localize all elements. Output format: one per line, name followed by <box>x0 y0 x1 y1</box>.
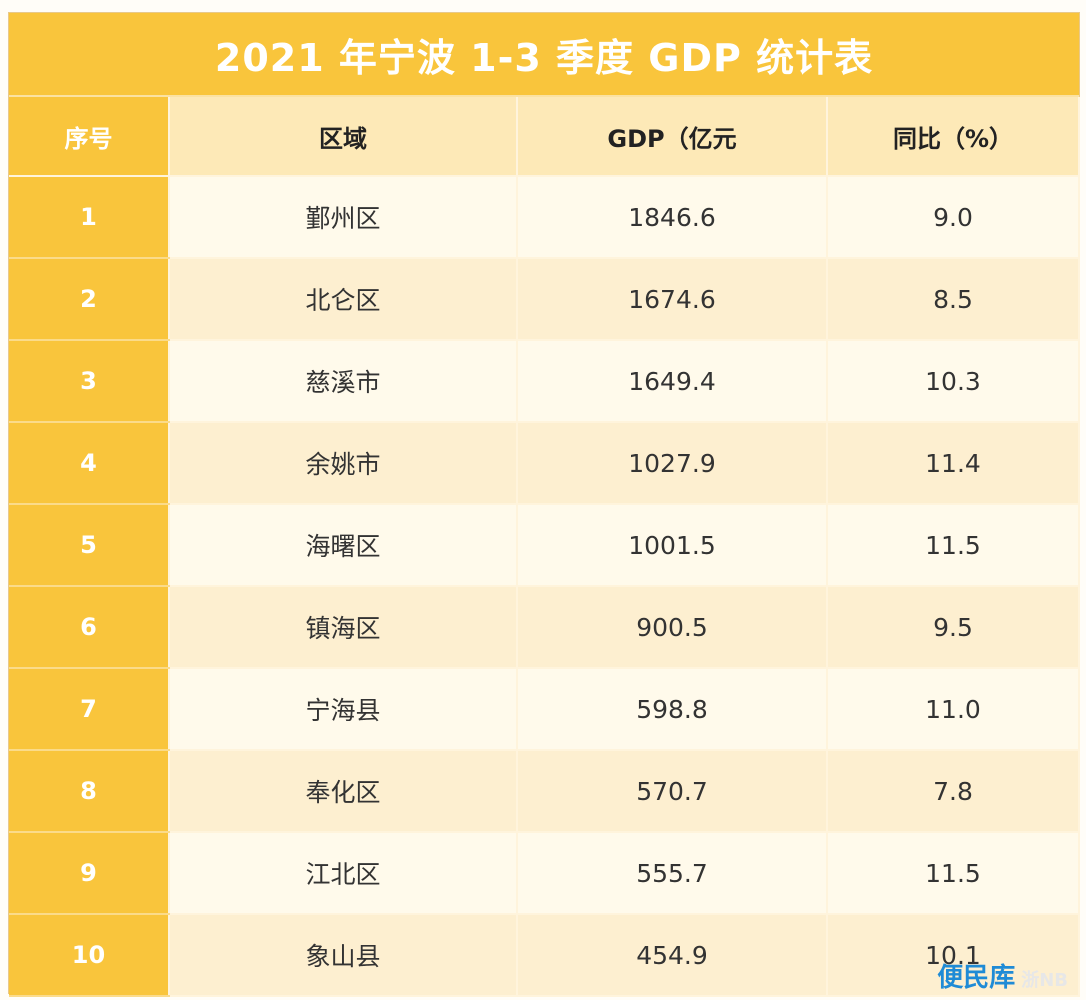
row-gdp: 454.9 <box>517 914 828 997</box>
row-yoy: 9.5 <box>827 586 1080 669</box>
row-yoy: 11.5 <box>827 832 1080 915</box>
gdp-table-container: 2021 年宁波 1-3 季度 GDP 统计表 序号 区域 GDP（亿元 同比（… <box>8 12 1080 997</box>
table-row: 1 鄞州区 1846.6 9.0 <box>9 176 1080 259</box>
table-row: 2 北仑区 1674.6 8.5 <box>9 258 1080 341</box>
header-index: 序号 <box>9 97 170 177</box>
row-gdp: 900.5 <box>517 586 828 669</box>
row-gdp: 1001.5 <box>517 504 828 587</box>
header-gdp: GDP（亿元 <box>517 97 828 177</box>
table-body: 1 鄞州区 1846.6 9.0 2 北仑区 1674.6 8.5 3 慈溪市 1649.4 10.3… <box>9 176 1080 997</box>
row-region: 奉化区 <box>169 750 518 833</box>
row-region: 江北区 <box>169 832 518 915</box>
row-region: 象山县 <box>169 914 518 997</box>
row-yoy: 8.5 <box>827 258 1080 341</box>
row-index: 9 <box>9 832 170 915</box>
row-index: 3 <box>9 340 170 423</box>
row-gdp: 555.7 <box>517 832 828 915</box>
watermark-main: 便民库 <box>937 963 1016 993</box>
header-row: 序号 区域 GDP（亿元 同比（%） <box>9 97 1080 177</box>
row-index: 5 <box>9 504 170 587</box>
row-region: 慈溪市 <box>169 340 518 423</box>
row-yoy: 9.0 <box>827 176 1080 259</box>
row-gdp: 1846.6 <box>517 176 828 259</box>
row-index: 4 <box>9 422 170 505</box>
row-index: 8 <box>9 750 170 833</box>
table-title: 2021 年宁波 1-3 季度 GDP 统计表 <box>9 13 1079 97</box>
gdp-table: 序号 区域 GDP（亿元 同比（%） 1 鄞州区 1846.6 9.0 2 北仑区 1674… <box>9 97 1080 997</box>
row-index: 1 <box>9 176 170 259</box>
row-region: 余姚市 <box>169 422 518 505</box>
row-yoy: 11.4 <box>827 422 1080 505</box>
row-gdp: 570.7 <box>517 750 828 833</box>
table-row: 6 镇海区 900.5 9.5 <box>9 586 1080 669</box>
row-yoy: 10.3 <box>827 340 1080 423</box>
table-row: 9 江北区 555.7 11.5 <box>9 832 1080 915</box>
header-region: 区域 <box>169 97 518 177</box>
row-index: 2 <box>9 258 170 341</box>
row-region: 宁海县 <box>169 668 518 751</box>
row-region: 鄞州区 <box>169 176 518 259</box>
table-row: 7 宁海县 598.8 11.0 <box>9 668 1080 751</box>
row-yoy: 11.5 <box>827 504 1080 587</box>
table-row: 5 海曙区 1001.5 11.5 <box>9 504 1080 587</box>
watermark-sub: 浙NB <box>1021 970 1068 991</box>
header-yoy: 同比（%） <box>827 97 1080 177</box>
row-region: 镇海区 <box>169 586 518 669</box>
row-yoy: 7.8 <box>827 750 1080 833</box>
row-index: 6 <box>9 586 170 669</box>
row-gdp: 1649.4 <box>517 340 828 423</box>
table-row: 4 余姚市 1027.9 11.4 <box>9 422 1080 505</box>
row-gdp: 1027.9 <box>517 422 828 505</box>
table-row: 3 慈溪市 1649.4 10.3 <box>9 340 1080 423</box>
row-region: 海曙区 <box>169 504 518 587</box>
row-gdp: 1674.6 <box>517 258 828 341</box>
row-yoy: 11.0 <box>827 668 1080 751</box>
row-index: 10 <box>9 914 170 997</box>
watermark-logo: 便民库 浙NB <box>937 957 1068 994</box>
row-index: 7 <box>9 668 170 751</box>
row-yoy: 10.1 <box>827 914 1080 997</box>
table-row: 10 象山县 454.9 10.1 <box>9 914 1080 997</box>
table-row: 8 奉化区 570.7 7.8 <box>9 750 1080 833</box>
row-gdp: 598.8 <box>517 668 828 751</box>
row-region: 北仑区 <box>169 258 518 341</box>
